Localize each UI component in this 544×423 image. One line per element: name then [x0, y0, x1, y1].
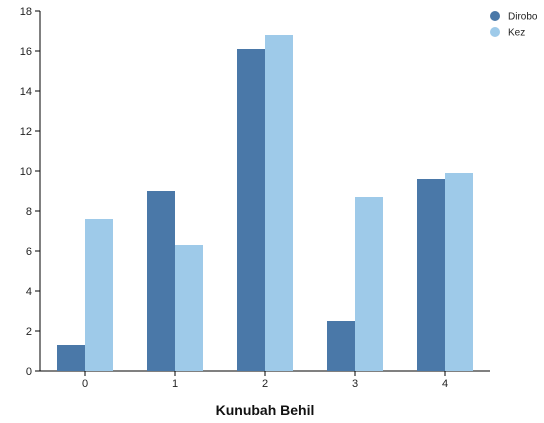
bar-dirobo-3 [327, 321, 355, 371]
y-tick-label: 14 [20, 86, 32, 98]
y-tick-label: 8 [26, 206, 32, 218]
y-axis: 0 2 4 6 8 10 12 14 16 18 [20, 6, 41, 378]
legend-swatch-kez [490, 27, 500, 37]
x-axis: 0 1 2 3 4 [40, 370, 490, 390]
y-tick-label: 2 [26, 326, 32, 338]
y-tick-label: 12 [20, 126, 32, 138]
x-axis-title: Kunubah Behil [216, 402, 315, 418]
legend: Dirobo Kez [490, 11, 538, 39]
legend-label-dirobo: Dirobo [508, 12, 538, 23]
bars [57, 35, 473, 371]
x-tick-label: 3 [352, 378, 358, 390]
y-tick-label: 4 [26, 286, 32, 298]
bar-kez-2 [265, 35, 293, 371]
y-tick-label: 0 [26, 366, 32, 378]
bar-kez-0 [85, 219, 113, 371]
y-tick-label: 10 [20, 166, 32, 178]
bar-dirobo-2 [237, 49, 265, 371]
legend-swatch-dirobo [490, 11, 500, 21]
legend-label-kez: Kez [508, 28, 525, 39]
bar-kez-1 [175, 245, 203, 371]
bar-dirobo-1 [147, 191, 175, 371]
x-tick-label: 2 [262, 378, 268, 390]
bar-kez-4 [445, 173, 473, 371]
x-tick-label: 4 [442, 378, 448, 390]
bar-dirobo-4 [417, 179, 445, 371]
y-tick-label: 16 [20, 46, 32, 58]
x-tick-label: 1 [172, 378, 178, 390]
y-tick-label: 18 [20, 6, 32, 18]
bar-kez-3 [355, 197, 383, 371]
y-tick-label: 6 [26, 246, 32, 258]
x-tick-label: 0 [82, 378, 88, 390]
bar-dirobo-0 [57, 345, 85, 371]
